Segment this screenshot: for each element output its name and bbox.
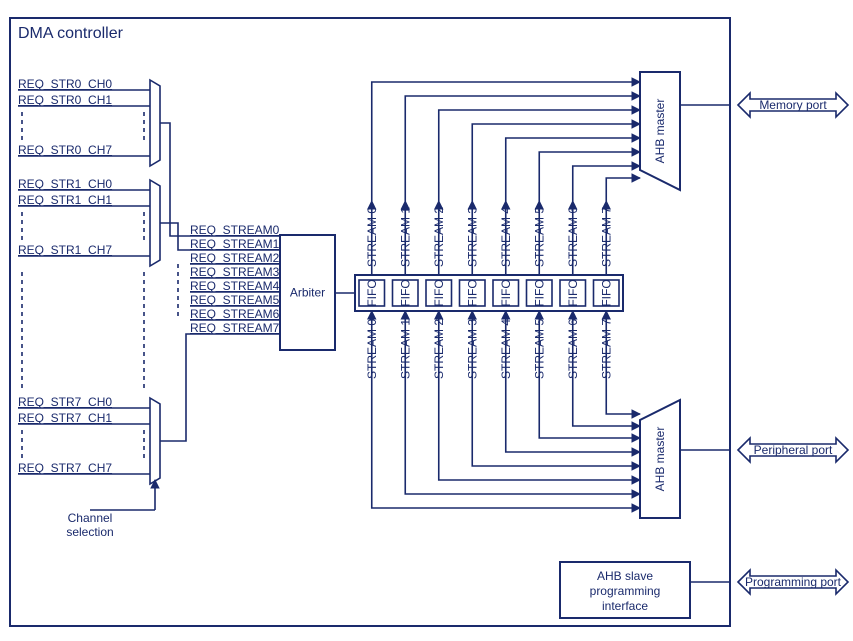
req-signal-label: REQ_STR1_CH1 — [18, 193, 112, 207]
dma-controller-diagram: DMA controller REQ_STR0_CH0 REQ_STR0_CH1 RE… — [0, 0, 853, 641]
fifo-label: FIFO — [432, 279, 446, 306]
channel-mux — [150, 80, 160, 166]
req-stream-label: REQ_STREAM7 — [190, 321, 280, 335]
fifo-label: FIFO — [398, 279, 412, 306]
stream-top-label: STREAM 1 — [398, 207, 412, 267]
req-stream-label: REQ_STREAM3 — [190, 265, 280, 279]
ahb-slave-label: interface — [602, 599, 648, 613]
stream-top-label: STREAM 5 — [532, 207, 546, 267]
ahb-slave-label: programming — [590, 584, 661, 598]
fifo-label: FIFO — [566, 279, 580, 306]
svg-text:AHB master: AHB master — [653, 427, 667, 492]
stream-bot-label: STREAM 6 — [566, 319, 580, 379]
stream-to-ahb-top — [405, 96, 640, 201]
stream-to-ahb-bot — [405, 385, 640, 494]
svg-text:selection: selection — [66, 525, 113, 539]
stream-to-ahb-top — [539, 152, 640, 201]
stream-top-label: STREAM 6 — [566, 207, 580, 267]
fifo-label: FIFO — [499, 279, 513, 306]
stream-bot-label: STREAM 3 — [465, 319, 479, 379]
req-stream-label: REQ_STREAM1 — [190, 237, 280, 251]
stream-to-ahb-top — [606, 178, 640, 201]
arbiter-label: Arbiter — [290, 286, 325, 300]
channel-mux — [150, 180, 160, 266]
req-signal-label: REQ_STR7_CH0 — [18, 395, 112, 409]
req-signal-label: REQ_STR7_CH7 — [18, 461, 112, 475]
port-label: Memory port — [759, 98, 827, 112]
title: DMA controller — [18, 25, 124, 42]
req-stream-label: REQ_STREAM5 — [190, 293, 280, 307]
req-signal-label: REQ_STR1_CH0 — [18, 177, 112, 191]
req-stream-label: REQ_STREAM6 — [190, 307, 280, 321]
req-signal-label: REQ_STR0_CH0 — [18, 77, 112, 91]
stream-top-label: STREAM 0 — [365, 207, 379, 267]
stream-top-label: STREAM 3 — [465, 207, 479, 267]
stream-top-label: STREAM 4 — [499, 207, 513, 267]
port-label: Programming port — [745, 575, 842, 589]
mux-to-arbiter-wire — [160, 334, 190, 441]
req-signal-label: REQ_STR0_CH1 — [18, 93, 112, 107]
ahb-slave-label: AHB slave — [597, 569, 653, 583]
stream-bot-label: STREAM 1 — [398, 319, 412, 379]
req-signal-label: REQ_STR1_CH7 — [18, 243, 112, 257]
req-stream-label: REQ_STREAM0 — [190, 223, 280, 237]
channel-mux — [150, 398, 160, 484]
fifo-label: FIFO — [365, 279, 379, 306]
stream-bot-label: STREAM 5 — [532, 319, 546, 379]
stream-top-label: STREAM 2 — [432, 207, 446, 267]
channel-selection-label: Channel — [68, 511, 113, 525]
req-signal-label: REQ_STR0_CH7 — [18, 143, 112, 157]
stream-to-ahb-top — [472, 124, 640, 201]
stream-to-ahb-bot — [606, 385, 640, 414]
stream-top-label: STREAM 7 — [599, 207, 613, 267]
svg-text:AHB master: AHB master — [653, 99, 667, 164]
req-stream-label: REQ_STREAM4 — [190, 279, 280, 293]
req-stream-label: REQ_STREAM2 — [190, 251, 280, 265]
fifo-label: FIFO — [532, 279, 546, 306]
req-signal-label: REQ_STR7_CH1 — [18, 411, 112, 425]
stream-bot-label: STREAM 0 — [365, 319, 379, 379]
fifo-label: FIFO — [599, 279, 613, 306]
port-label: Peripheral port — [754, 443, 833, 457]
stream-bot-label: STREAM 7 — [599, 319, 613, 379]
stream-to-ahb-bot — [539, 385, 640, 438]
stream-bot-label: STREAM 2 — [432, 319, 446, 379]
mux-to-arbiter-wire — [160, 123, 190, 236]
fifo-label: FIFO — [465, 279, 479, 306]
stream-bot-label: STREAM 4 — [499, 319, 513, 379]
